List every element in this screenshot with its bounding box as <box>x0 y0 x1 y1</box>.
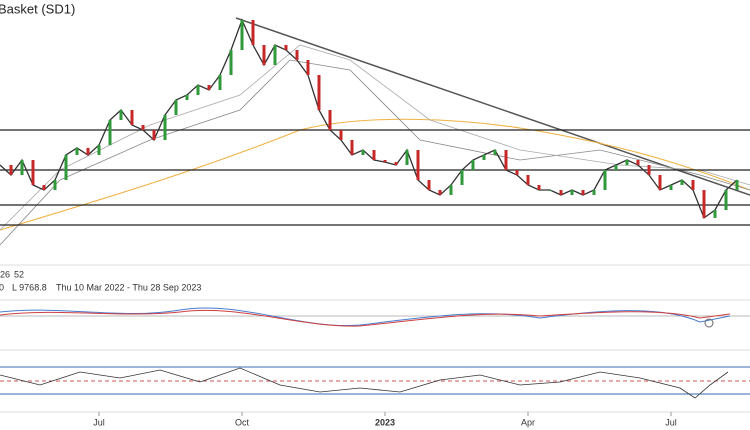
candle <box>394 162 398 165</box>
chart-title: Basket (SD1) <box>0 1 75 16</box>
candle <box>515 170 519 175</box>
candle <box>559 190 563 195</box>
candle <box>339 130 343 140</box>
candle <box>669 185 673 190</box>
candle <box>97 145 101 155</box>
price-line <box>0 18 738 219</box>
x-tick-label: Jul <box>665 417 677 427</box>
candle <box>581 190 585 195</box>
candle <box>350 140 354 155</box>
candle <box>713 210 717 218</box>
candle <box>537 185 541 190</box>
candle <box>251 20 255 45</box>
candle <box>680 180 684 185</box>
trend-line <box>235 17 750 196</box>
candle <box>218 75 222 90</box>
candle <box>405 150 409 165</box>
candle <box>493 150 497 155</box>
candle <box>42 185 46 190</box>
signal-line <box>0 309 731 327</box>
candle <box>438 190 442 195</box>
candle <box>53 180 57 190</box>
candle <box>482 155 486 160</box>
candle <box>185 95 189 100</box>
candle <box>603 170 607 190</box>
candle <box>119 110 123 120</box>
candle <box>20 160 24 175</box>
candle <box>614 165 618 170</box>
candle <box>427 180 431 190</box>
candle <box>86 147 90 155</box>
cloud-line <box>0 59 750 246</box>
candle <box>130 110 134 125</box>
candle <box>196 85 200 95</box>
annotation: 0 <box>0 282 4 292</box>
candle <box>592 190 596 195</box>
x-tick-label: Oct <box>235 417 250 427</box>
candle <box>625 160 629 165</box>
candle <box>570 190 574 195</box>
candle <box>504 150 508 170</box>
candle <box>152 130 156 140</box>
x-tick-label: Jul <box>93 417 105 427</box>
candle <box>108 120 112 145</box>
candle <box>724 190 728 210</box>
candle <box>658 175 662 190</box>
candle <box>174 100 178 115</box>
candle <box>636 160 640 165</box>
annotation: L 9768.8 <box>12 282 47 292</box>
candle <box>284 45 288 50</box>
candle <box>361 150 365 155</box>
candle <box>317 75 321 110</box>
annotation: 52 <box>14 269 24 279</box>
candle <box>702 190 706 218</box>
candle <box>548 190 552 191</box>
candle <box>735 180 739 190</box>
candle <box>229 50 233 75</box>
candle <box>383 160 387 163</box>
x-tick-label: 2023 <box>375 417 395 427</box>
candle <box>31 160 35 185</box>
candle <box>75 147 79 155</box>
candle <box>262 45 266 65</box>
candle <box>141 125 145 130</box>
candle <box>691 180 695 190</box>
x-tick-label: Apr <box>521 417 535 427</box>
candle <box>306 60 310 75</box>
candle <box>240 20 244 50</box>
candle <box>328 110 332 130</box>
annotation: 26 <box>0 269 10 279</box>
candle <box>647 165 651 175</box>
macd-line <box>0 307 731 327</box>
rsi-line <box>0 367 729 399</box>
candle <box>471 160 475 170</box>
cloud-line <box>0 44 750 231</box>
candle <box>416 150 420 180</box>
candle <box>207 85 211 90</box>
candle <box>9 165 13 175</box>
candle <box>163 115 167 140</box>
candle <box>372 150 376 160</box>
candle <box>295 50 299 60</box>
candle <box>460 170 464 185</box>
annotation: Thu 10 Mar 2022 - Thu 28 Sep 2023 <box>56 282 201 292</box>
candle <box>64 155 68 180</box>
candle <box>449 185 453 195</box>
candle <box>526 175 530 185</box>
highlight <box>704 318 714 328</box>
moving-average <box>0 118 750 231</box>
candle <box>273 45 277 65</box>
